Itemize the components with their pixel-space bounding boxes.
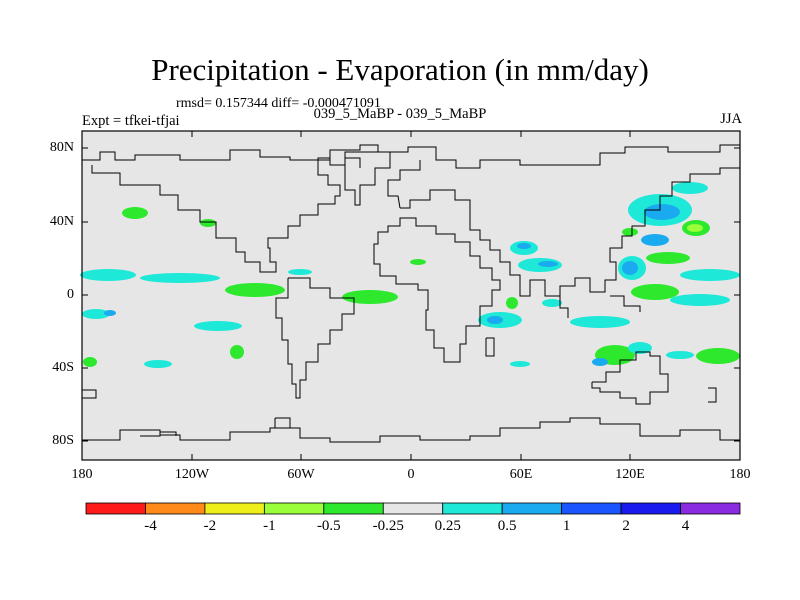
contour-blob [592,358,608,366]
contour-blob [641,234,669,246]
contour-blob [122,207,148,219]
colorbar-swatch [145,502,206,515]
x-tick-label: 180 [71,467,93,482]
y-tick-label: 80N [49,140,74,155]
contour-blob [622,228,638,236]
x-tick-label: 120W [174,467,210,482]
colorbar-label: -2 [203,518,217,534]
y-tick-label: 0 [67,287,74,302]
colorbar-swatch [263,502,325,515]
contour-blob [487,316,503,324]
contour-blob [696,348,740,364]
colorbar-swatch [382,502,444,515]
chart-title: Precipitation - Evaporation (in mm/day) [151,52,649,87]
colorbar-label: 4 [681,518,690,534]
contour-blob [538,261,558,267]
contour-blob [510,361,530,367]
colorbar-swatch [680,502,741,515]
contour-blob [104,310,116,316]
contour-blob [144,360,172,368]
y-tick-label: 40S [52,360,74,375]
x-tick-label: 180 [729,467,751,482]
colorbar-swatch [204,502,265,515]
y-tick-label: 80S [52,433,74,448]
contour-blob [622,261,638,275]
y-tick-label: 40N [49,214,74,229]
x-tick-label: 60W [287,467,315,482]
colorbar-swatch [501,502,563,515]
colorbar [85,502,741,515]
contour-blob [288,269,312,275]
contour-blob [670,294,730,306]
colorbar-label: 0.5 [497,518,517,534]
contour-blob [194,321,242,331]
colorbar-label: -1 [263,518,276,534]
contour-blob [410,259,426,265]
colorbar-swatch [323,502,384,515]
colorbar-label: -0.25 [372,518,404,534]
colorbar-label: 2 [622,518,630,534]
contour-blob [517,243,531,249]
colorbar-swatch [85,502,146,515]
colorbar-label: -0.5 [316,518,341,534]
x-tick-label: 0 [407,467,415,482]
experiment-label: Expt = tfkei-tfjai [82,113,180,129]
contour-blob [570,316,630,328]
contour-blob [644,204,680,220]
colorbar-swatch [620,502,681,515]
x-tick-label: 120E [615,467,645,482]
coastlines [82,144,740,443]
map-background [82,131,740,460]
contour-blob [542,299,562,307]
colorbar-swatch [561,502,622,515]
contour-blob [80,269,136,281]
contour-blob [230,345,244,359]
contour-blob [631,284,679,300]
contour-blob [225,283,285,297]
contour-blob [680,269,740,281]
contour-blob [83,357,97,367]
colorbar-label: 0.25 [434,518,461,534]
axis-ticks [82,131,740,460]
contour-blob [200,219,216,227]
colorbar-label: 1 [562,518,571,534]
colorbar-swatch [442,502,503,515]
contour-blob [82,309,110,319]
contour-blob [506,297,518,309]
contour-blob [342,290,398,304]
colorbar-label: -4 [144,518,157,534]
chart-subtitle: 039_5_MaBP - 039_5_MaBP [313,106,487,122]
contour-blob [140,273,220,283]
x-tick-label: 60E [509,467,533,482]
stats-line: rmsd= 0.157344 diff= -0.000471091 [176,96,381,111]
data-contours [80,182,740,368]
contour-blob [672,182,708,194]
season-label: JJA [720,111,742,127]
contour-blob [666,351,694,359]
contour-blob [687,224,703,232]
contour-blob [646,252,690,264]
contour-blob [628,342,652,354]
